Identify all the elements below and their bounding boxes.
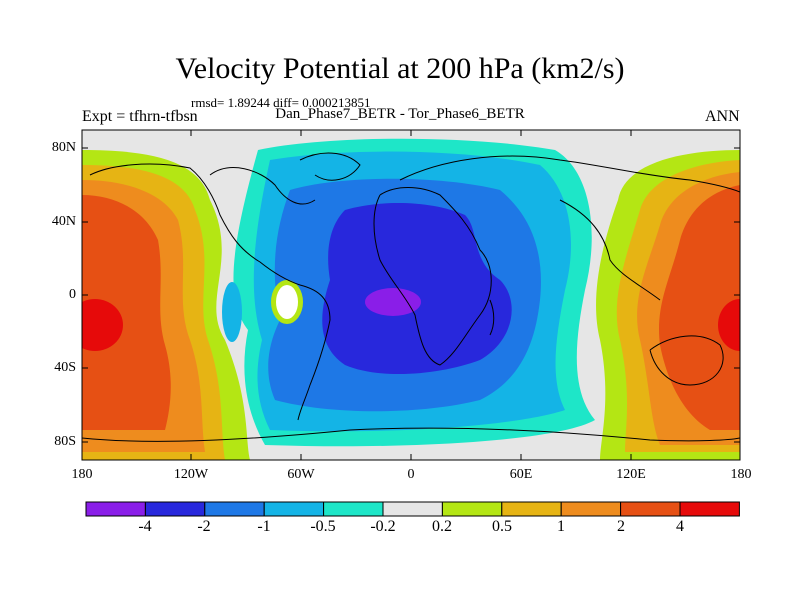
lon-tick-label: 180 (730, 467, 752, 482)
colorbar-box (382, 501, 443, 517)
lat-tick-label: 40S (54, 360, 76, 375)
colorbar-box (85, 501, 146, 517)
lon-tick-label: 60W (287, 467, 315, 482)
colorbar-label: 0.5 (492, 518, 512, 535)
experiment-label: Expt = tfhrn-tfbsn (82, 108, 198, 125)
colorbar-label: -1 (257, 518, 271, 535)
colorbar-label: 2 (617, 518, 625, 535)
lon-tick-label: 120E (616, 467, 646, 482)
lon-tick-label: 0 (407, 467, 415, 482)
colorbar-box (204, 501, 265, 517)
tick-marks (82, 130, 740, 460)
colorbar-label: -2 (197, 518, 211, 535)
lat-tick-label: 0 (69, 287, 76, 302)
coastlines (82, 152, 740, 442)
colorbar-label: 0.2 (432, 518, 452, 535)
colorbar-box (323, 501, 384, 517)
plot-title: Velocity Potential at 200 hPa (km2/s) (175, 52, 625, 85)
colorbar-label: -0.2 (370, 518, 396, 535)
colorbar-box (144, 501, 206, 517)
lon-tick-label: 180 (71, 467, 93, 482)
colorbar-label: -4 (138, 518, 152, 535)
colorbar-box (560, 501, 622, 517)
positive-lobe-west (82, 150, 250, 460)
lat-tick-label: 40N (51, 214, 76, 229)
season-label: ANN (705, 108, 740, 125)
comparison-label: Dan_Phase7_BETR - Tor_Phase6_BETR (275, 106, 525, 122)
lon-tick-label: 120W (173, 467, 209, 482)
stats-text: rmsd= 1.89244 diff= 0.000213851 (191, 95, 371, 110)
lat-tick-label: 80N (51, 140, 76, 155)
colorbar-box (441, 501, 503, 517)
lat-tick-label: 80S (54, 434, 76, 449)
colorbar-label: 1 (557, 518, 565, 535)
colorbar-box (679, 501, 740, 517)
colorbar-box (620, 501, 681, 517)
colorbar (85, 501, 740, 517)
colorbar-label: -0.5 (310, 518, 336, 535)
negative-lobe (222, 138, 595, 447)
colorbar-box (263, 501, 325, 517)
colorbar-box (501, 501, 562, 517)
contour-field (82, 130, 740, 460)
colorbar-label: 4 (676, 518, 684, 535)
lon-tick-label: 60E (509, 467, 533, 482)
positive-lobe-east (596, 150, 740, 460)
